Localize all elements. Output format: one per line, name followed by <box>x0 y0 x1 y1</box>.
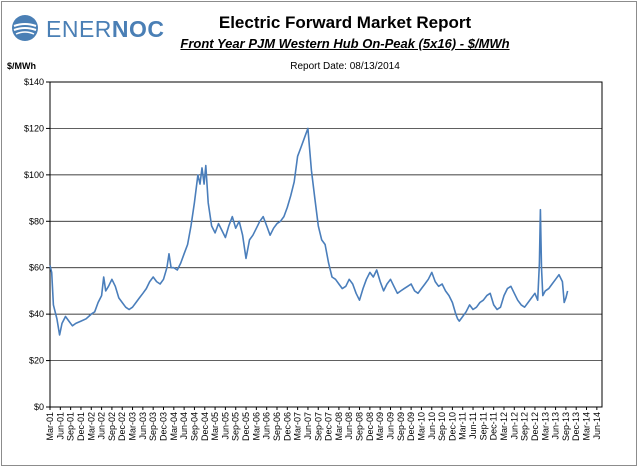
y-axis-ticks: $0 $20 $40 $60 $80 $100 $120 $140 <box>24 77 50 412</box>
x-tick-label: Sep-04 <box>189 412 199 441</box>
x-tick-label: Sep-03 <box>148 412 158 441</box>
x-tick-label: Mar-06 <box>251 412 261 441</box>
x-tick-label: Sep-09 <box>396 412 406 441</box>
x-tick-label: Mar-11 <box>458 412 468 440</box>
x-tick-label: Jun-07 <box>303 412 313 440</box>
x-tick-label: Sep-12 <box>520 412 530 441</box>
x-tick-label: Dec-11 <box>489 412 499 440</box>
x-tick-label: Jun-08 <box>344 412 354 440</box>
x-tick-label: Dec-10 <box>447 412 457 441</box>
x-tick-label: Jun-10 <box>427 412 437 440</box>
x-tick-label: Sep-06 <box>272 412 282 441</box>
x-tick-label: Mar-04 <box>169 412 179 441</box>
y-tick-label: $140 <box>24 77 44 87</box>
y-axis-unit-label: $/MWh <box>7 61 36 71</box>
logo-wordmark: ENERNOC <box>46 16 165 43</box>
x-tick-label: Mar-14 <box>582 412 592 441</box>
x-tick-label: Mar-13 <box>540 412 550 441</box>
x-tick-label: Dec-13 <box>571 412 581 441</box>
x-tick-label: Sep-08 <box>355 412 365 441</box>
x-tick-label: Mar-02 <box>86 412 96 441</box>
x-tick-label: Dec-03 <box>158 412 168 441</box>
gridlines <box>50 81 602 408</box>
y-tick-label: $100 <box>24 170 44 180</box>
x-tick-label: Sep-13 <box>561 412 571 441</box>
y-tick-label: $80 <box>29 216 44 226</box>
x-tick-label: Dec-12 <box>530 412 540 441</box>
x-tick-label: Mar-01 <box>45 412 55 441</box>
x-tick-label: Jun-12 <box>509 412 519 440</box>
x-tick-label: Dec-08 <box>365 412 375 441</box>
x-tick-label: Jun-04 <box>179 412 189 440</box>
x-tick-label: Jun-14 <box>592 412 602 440</box>
report-date: Report Date: 08/13/2014 <box>290 61 400 72</box>
enernoc-logo: ENERNOC <box>10 13 164 47</box>
x-tick-label: Dec-07 <box>324 412 334 441</box>
x-tick-label: Dec-01 <box>76 412 86 441</box>
x-tick-label: Sep-02 <box>107 412 117 441</box>
logo-text-a: ENER <box>46 16 112 42</box>
x-tick-label: Dec-05 <box>241 412 251 441</box>
x-tick-label: Jun-11 <box>468 412 478 439</box>
chart-title: Electric Forward Market Report <box>218 13 472 32</box>
x-tick-label: Jun-05 <box>220 412 230 440</box>
y-tick-label: $40 <box>29 309 44 319</box>
x-tick-label: Dec-04 <box>200 412 210 441</box>
chart-subtitle: Front Year PJM Western Hub On-Peak (5x16… <box>180 36 510 51</box>
x-axis-ticks: Mar-01 Jun-01 Sep-01 Dec-01 Mar-02 Jun-02 Sep-… <box>45 407 602 441</box>
x-tick-label: Sep-05 <box>231 412 241 441</box>
x-tick-label: Sep-11 <box>478 412 488 440</box>
series-line <box>49 127 569 336</box>
x-tick-label: Jun-01 <box>55 412 65 440</box>
x-tick-label: Jun-09 <box>385 412 395 440</box>
logo-globe-icon <box>12 15 38 41</box>
x-tick-label: Mar-10 <box>416 412 426 441</box>
x-tick-label: Mar-12 <box>499 412 509 441</box>
x-tick-label: Mar-09 <box>375 412 385 441</box>
x-tick-label: Mar-07 <box>293 412 303 441</box>
y-tick-label: $120 <box>24 123 44 133</box>
x-tick-label: Sep-10 <box>437 412 447 441</box>
y-tick-label: $60 <box>29 263 44 273</box>
x-tick-label: Dec-09 <box>406 412 416 441</box>
x-tick-label: Mar-05 <box>210 412 220 441</box>
x-tick-label: Mar-08 <box>334 412 344 441</box>
logo-text-b: NOC <box>111 16 165 42</box>
x-tick-label: Jun-02 <box>97 412 107 440</box>
y-tick-label: $0 <box>34 402 44 412</box>
plot-area <box>49 81 603 408</box>
y-tick-label: $20 <box>29 356 44 366</box>
x-tick-label: Sep-07 <box>313 412 323 441</box>
x-tick-label: Jun-13 <box>551 412 561 440</box>
x-tick-label: Mar-03 <box>128 412 138 441</box>
x-tick-label: Dec-06 <box>282 412 292 441</box>
x-tick-label: Sep-01 <box>66 412 76 441</box>
x-tick-label: Jun-03 <box>138 412 148 440</box>
x-tick-label: Dec-02 <box>117 412 127 441</box>
x-tick-label: Jun-06 <box>262 412 272 440</box>
